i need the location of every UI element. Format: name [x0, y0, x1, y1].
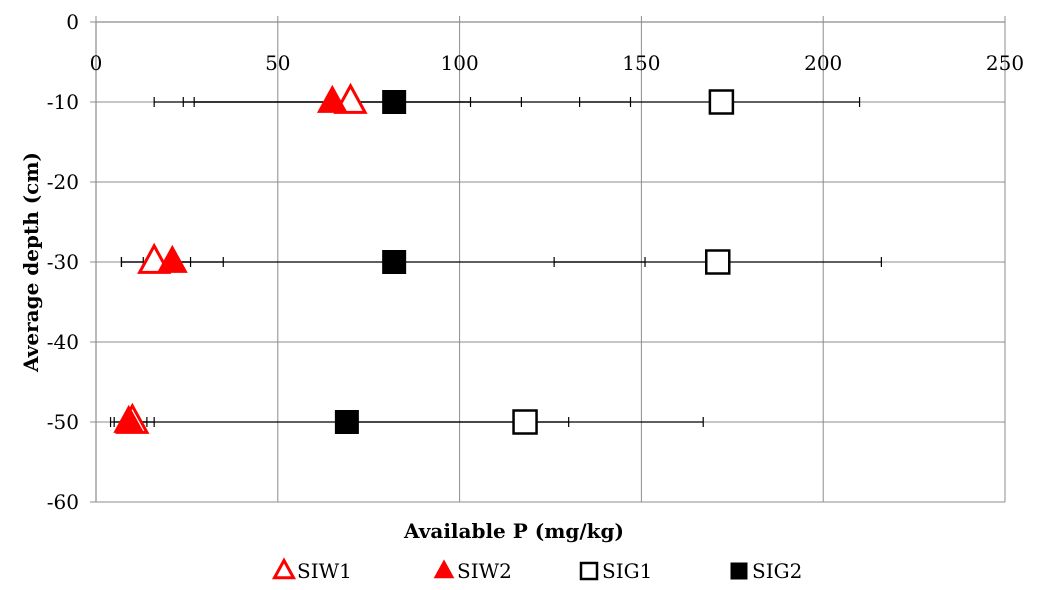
y-tick-label: -20 — [47, 170, 79, 194]
legend-label-sig1: SIG1 — [602, 559, 652, 583]
x-tick-label: 0 — [90, 51, 103, 75]
marker-sig1 — [708, 89, 735, 115]
marker-siw2 — [113, 404, 145, 433]
legend: SIW1 SIW2 SIG1 SIG2 — [271, 557, 802, 583]
marker-siw2 — [156, 244, 188, 273]
y-tick-label: -50 — [47, 410, 79, 434]
y-tick-label: -30 — [47, 250, 79, 274]
marker-sig1 — [512, 409, 538, 435]
legend-label-siw1: SIW1 — [297, 559, 352, 583]
marker-siw2 — [316, 84, 348, 113]
y-tick-label: -10 — [47, 90, 79, 114]
x-tick-label: 150 — [622, 51, 660, 75]
y-tick-label: -40 — [47, 330, 79, 354]
y-tick-label: -60 — [47, 490, 79, 514]
legend-marker-siw2 — [433, 559, 455, 579]
x-tick-label: 50 — [265, 51, 290, 75]
axes — [90, 16, 1006, 503]
legend-marker-siw1 — [271, 557, 297, 580]
x-tick-label: 200 — [804, 51, 842, 75]
x-tick-label: 250 — [986, 51, 1024, 75]
data-markers — [113, 82, 735, 435]
error-bars — [109, 97, 882, 427]
x-tick-label: 100 — [441, 51, 479, 75]
marker-sig2 — [334, 410, 359, 434]
legend-label-sig2: SIG2 — [752, 559, 802, 583]
marker-sig2 — [382, 90, 407, 114]
legend-marker-sig2 — [730, 562, 748, 580]
marker-sig2 — [382, 250, 407, 274]
legend-label-siw2: SIW2 — [457, 559, 512, 583]
y-axis-title: Average depth (cm) — [19, 152, 43, 373]
x-axis-title: Available P (mg/kg) — [403, 519, 624, 543]
tick-labels: 0 50 100 150 200 250 0 -10 -20 -30 -40 -50 -60 — [47, 10, 1024, 514]
legend-marker-sig1 — [579, 561, 599, 581]
y-tick-label: 0 — [66, 10, 79, 34]
marker-sig1 — [705, 249, 731, 275]
